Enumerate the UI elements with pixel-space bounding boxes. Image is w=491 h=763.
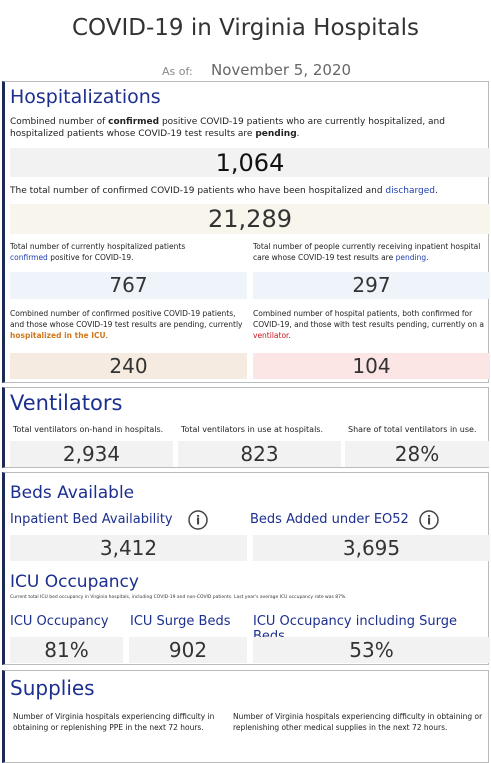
value: 2,934 (10, 441, 173, 467)
text: Combined number of hospital patients, bo… (253, 309, 484, 329)
text: confirmed (108, 117, 160, 127)
description: The total number of confirmed COVID-19 p… (10, 186, 480, 197)
page-title: COVID-19 in Virginia Hospitals (72, 15, 419, 41)
label: Total ventilators on-hand in hospitals. (13, 425, 164, 434)
description: Combined number of confirmed positive CO… (10, 308, 247, 341)
note: Current total ICU bed occupancy in Virgi… (10, 595, 347, 600)
text: ventilator (253, 331, 289, 340)
value: 21,289 (10, 204, 490, 234)
value: 81% (10, 637, 123, 663)
value: 28% (345, 441, 489, 467)
label: ICU Occupancy (10, 614, 109, 629)
text: pending (255, 129, 297, 139)
beds-section: Beds Available Inpatient Bed Availabilit… (2, 472, 490, 665)
as-of-date: November 5, 2020 (211, 61, 352, 79)
description: Number of Virginia hospitals experiencin… (13, 712, 215, 732)
as-of-label: As of: (162, 65, 193, 78)
ventilators-section: Ventilators Total ventilators on-hand in… (2, 387, 489, 468)
section-title: Beds Available (10, 483, 135, 503)
svg-text:i: i (427, 514, 431, 528)
text: positive COVID-19 patients who are curre… (10, 117, 445, 139)
value: 3,412 (10, 535, 247, 561)
text: hospitalized in the ICU (10, 331, 106, 340)
value: 297 (253, 272, 490, 299)
text: pending (395, 253, 427, 262)
text: discharged (385, 186, 435, 196)
section-title: Ventilators (10, 391, 123, 415)
section-subtitle: ICU Occupancy (10, 572, 139, 592)
description: Combined number of confirmed positive CO… (10, 116, 470, 140)
description: Combined number of hospital patients, bo… (253, 308, 488, 341)
value: 240 (10, 353, 247, 379)
supplies-section: Supplies Number of Virginia hospitals ex… (2, 670, 489, 763)
description: Number of Virginia hospitals experiencin… (233, 712, 483, 732)
text: . (426, 253, 429, 262)
description: Total number of people currently receivi… (253, 241, 488, 263)
description: Total number of currently hospitalized p… (10, 241, 225, 263)
text: Total number of people currently receivi… (253, 242, 481, 262)
label: Total ventilators in use at hospitals. (181, 425, 323, 434)
text: Combined number of confirmed positive CO… (10, 309, 243, 329)
label: Share of total ventilators in use. (348, 425, 477, 434)
text: The total number of confirmed COVID-19 p… (10, 186, 386, 196)
hospitalizations-section: Hospitalizations Combined number of conf… (2, 81, 490, 383)
svg-text:i: i (196, 514, 200, 528)
value: 53% (253, 637, 490, 663)
value: 3,695 (253, 535, 490, 561)
info-icon[interactable]: i (418, 509, 440, 531)
text: Total number of currently hospitalized p… (10, 242, 186, 251)
label: Inpatient Bed Availability (10, 512, 173, 527)
value: 823 (178, 441, 341, 467)
label: ICU Surge Beds (130, 614, 231, 629)
text: positive for COVID-19. (47, 253, 134, 262)
text: . (435, 186, 438, 196)
section-title: Hospitalizations (10, 86, 161, 108)
info-icon[interactable]: i (187, 509, 209, 531)
text: . (105, 331, 109, 340)
value: 104 (253, 353, 490, 379)
text: . (288, 331, 291, 340)
value: 767 (10, 272, 247, 299)
text: . (296, 129, 300, 139)
value: 902 (129, 637, 247, 663)
text: Combined number of (10, 117, 109, 127)
text: confirmed (10, 253, 48, 262)
label: Beds Added under EO52 (250, 512, 409, 527)
value: 1,064 (10, 148, 490, 177)
section-title: Supplies (10, 676, 95, 700)
